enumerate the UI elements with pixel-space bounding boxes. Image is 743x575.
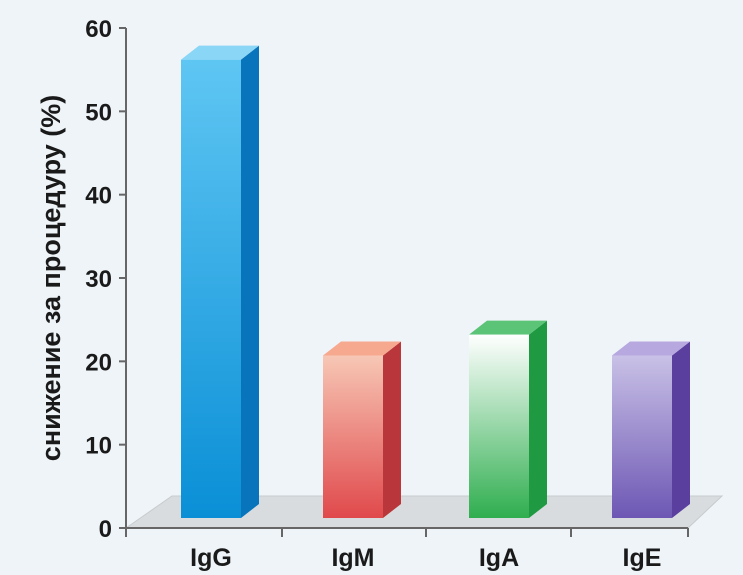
bar-iga (469, 320, 547, 518)
bar-ige (612, 341, 690, 518)
x-category-label: IgE (623, 544, 662, 572)
x-category-label: IgM (331, 544, 374, 572)
bar-top-face (181, 45, 259, 60)
y-tick-label: 0 (99, 516, 112, 543)
bar-igg (181, 45, 259, 519)
y-tick-label: 60 (85, 16, 112, 43)
y-tick-label: 50 (85, 99, 112, 126)
x-category-label: IgG (190, 544, 232, 572)
bar-side-face (241, 45, 259, 519)
bar-igm (323, 341, 401, 518)
y-axis-title: снижение за процедуру (%) (36, 95, 66, 461)
x-category-label: IgA (479, 544, 519, 572)
bar-front-face (612, 355, 672, 518)
bar-front-face (181, 59, 241, 519)
bar-side-face (529, 320, 547, 518)
bar-front-face (469, 334, 529, 518)
bar-top-face (323, 341, 401, 356)
y-tick-label: 20 (85, 349, 112, 376)
y-tick-label: 40 (85, 183, 112, 210)
bar-front-face (323, 355, 383, 518)
x-axis-ticks: IgG IgM IgA IgE (125, 528, 689, 572)
y-axis-ticks: 0 10 20 30 40 50 60 (85, 16, 126, 543)
bar-side-face (672, 341, 690, 518)
y-tick-label: 30 (85, 266, 112, 293)
bar-top-face (612, 341, 690, 356)
bar-top-face (469, 320, 547, 335)
bars (181, 45, 690, 519)
bar-side-face (383, 341, 401, 518)
y-tick-label: 10 (85, 433, 112, 460)
